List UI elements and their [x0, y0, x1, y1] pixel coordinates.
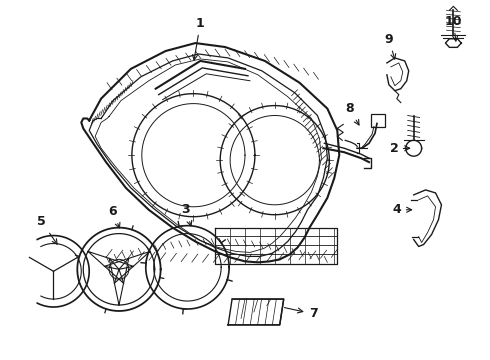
Text: 7: 7: [284, 307, 318, 320]
Text: 5: 5: [37, 215, 57, 244]
Text: 6: 6: [109, 205, 120, 228]
Text: 9: 9: [385, 33, 396, 59]
Bar: [371, 113, 385, 127]
Text: 8: 8: [345, 102, 359, 125]
Text: 1: 1: [193, 17, 205, 60]
Text: 4: 4: [392, 203, 412, 216]
Text: 2: 2: [390, 142, 410, 155]
Text: 3: 3: [181, 203, 192, 226]
Text: 10: 10: [444, 15, 462, 41]
